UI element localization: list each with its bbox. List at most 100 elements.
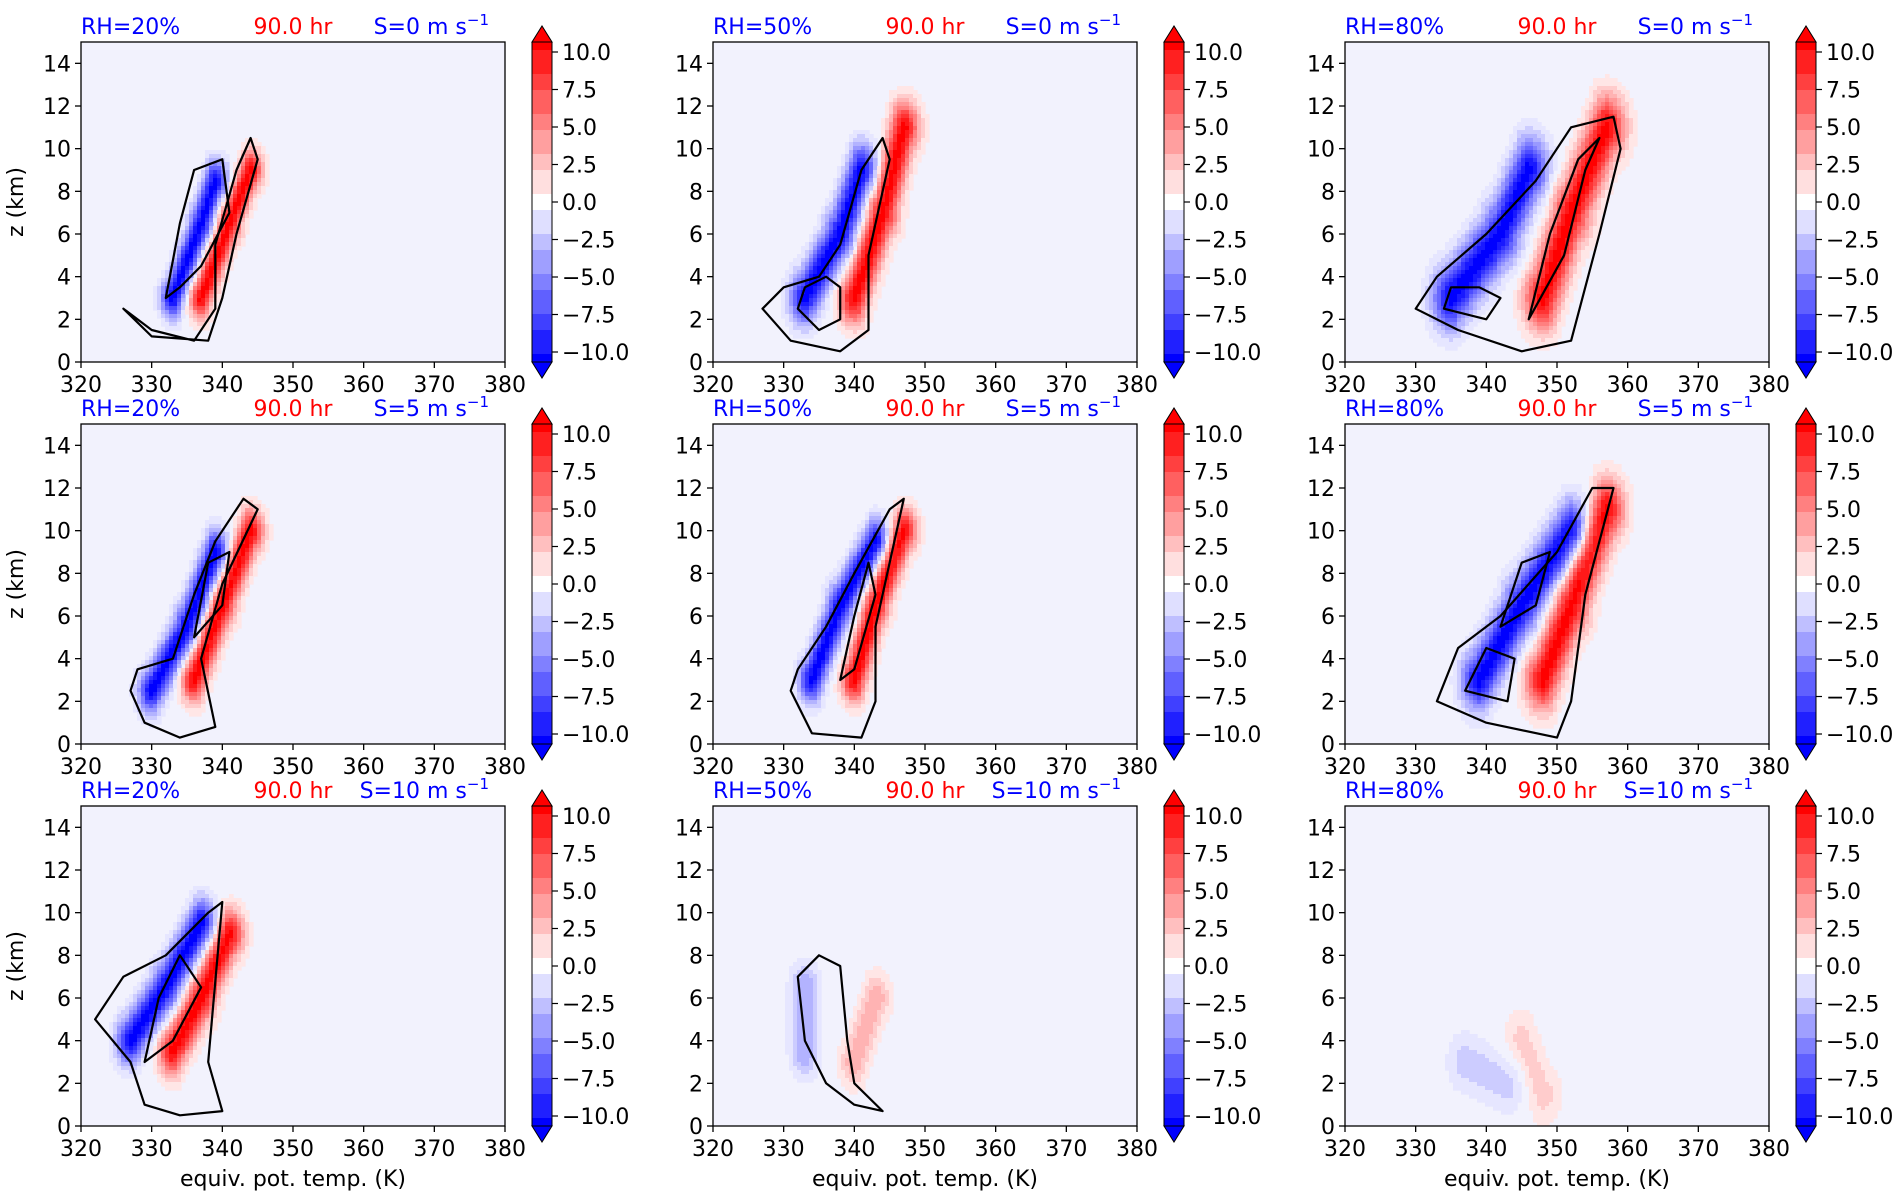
field-cell	[1545, 182, 1550, 187]
field-cell	[197, 318, 202, 323]
field-cell	[1513, 134, 1518, 139]
field-cell	[1565, 270, 1570, 275]
field-cell	[245, 580, 250, 585]
field-cell	[241, 516, 246, 521]
field-cell	[253, 496, 258, 501]
field-cell	[1537, 210, 1542, 215]
field-cell	[893, 186, 898, 191]
field-cell	[1497, 162, 1502, 167]
field-cell	[201, 680, 206, 685]
field-cell	[233, 600, 238, 605]
field-cell	[833, 194, 838, 199]
field-cell	[1457, 274, 1462, 279]
field-cell	[1589, 110, 1594, 115]
field-cell	[881, 234, 886, 239]
field-cell	[229, 636, 234, 641]
field-cell	[201, 274, 206, 279]
field-cell	[1521, 274, 1526, 279]
field-cell	[845, 198, 850, 203]
field-cell	[1505, 162, 1510, 167]
field-cell	[213, 616, 218, 621]
field-cell	[245, 524, 250, 529]
field-cell	[1545, 226, 1550, 231]
field-cell	[153, 644, 158, 649]
field-cell	[1481, 302, 1486, 307]
field-cell	[1501, 218, 1506, 223]
field-cell	[213, 310, 218, 315]
field-cell	[1497, 206, 1502, 211]
field-cell	[193, 688, 198, 693]
field-cell	[217, 262, 222, 267]
field-cell	[885, 154, 890, 159]
field-cell	[1541, 230, 1546, 235]
field-cell	[233, 532, 238, 537]
field-cell	[253, 206, 258, 211]
field-cell	[857, 266, 862, 271]
field-cell	[1445, 342, 1450, 347]
field-cell	[1505, 234, 1510, 239]
field-cell	[1457, 230, 1462, 235]
field-cell	[213, 572, 218, 577]
field-cell	[149, 692, 154, 697]
field-cell	[1553, 162, 1558, 167]
field-cell	[1593, 178, 1598, 183]
field-cell	[889, 118, 894, 123]
field-cell	[1485, 242, 1490, 247]
field-cell	[189, 616, 194, 621]
field-cell	[905, 126, 910, 131]
colorbar-band	[1164, 298, 1184, 307]
field-cell	[1501, 266, 1506, 271]
field-cell	[1545, 210, 1550, 215]
field-cell	[829, 202, 834, 207]
field-cell	[149, 696, 154, 701]
field-cell	[1549, 302, 1554, 307]
field-cell	[901, 118, 906, 123]
field-cell	[221, 644, 226, 649]
field-cell	[1521, 178, 1526, 183]
field-cell	[177, 612, 182, 617]
field-cell	[1585, 158, 1590, 163]
colorbar-extend-min	[1163, 361, 1185, 379]
x-tick-label: 370	[1677, 373, 1719, 398]
field-cell	[1593, 222, 1598, 227]
field-cell	[1477, 318, 1482, 323]
field-cell	[1545, 322, 1550, 327]
field-cell	[161, 648, 166, 653]
field-cell	[217, 632, 222, 637]
field-cell	[857, 258, 862, 263]
field-cell	[1445, 318, 1450, 323]
field-cell	[201, 528, 206, 533]
field-cell	[1529, 166, 1534, 171]
field-cell	[233, 250, 238, 255]
field-cell	[889, 190, 894, 195]
field-cell	[873, 282, 878, 287]
field-cell	[261, 170, 266, 175]
field-cell	[789, 274, 794, 279]
field-cell	[841, 178, 846, 183]
field-cell	[837, 326, 842, 331]
field-cell	[225, 528, 230, 533]
field-cell	[1537, 306, 1542, 311]
field-cell	[201, 162, 206, 167]
field-cell	[1557, 202, 1562, 207]
field-cell	[225, 246, 230, 251]
field-cell	[865, 322, 870, 327]
field-cell	[913, 126, 918, 131]
field-cell	[913, 98, 918, 103]
field-cell	[817, 266, 822, 271]
field-cell	[1625, 122, 1630, 127]
field-cell	[1505, 222, 1510, 227]
field-cell	[1521, 210, 1526, 215]
field-cell	[245, 182, 250, 187]
field-cell	[1573, 158, 1578, 163]
field-cell	[829, 290, 834, 295]
field-cell	[1433, 314, 1438, 319]
field-cell	[1537, 142, 1542, 147]
field-cell	[901, 190, 906, 195]
field-cell	[217, 604, 222, 609]
field-cell	[1565, 298, 1570, 303]
field-cell	[237, 536, 242, 541]
field-cell	[145, 652, 150, 657]
field-cell	[877, 210, 882, 215]
field-cell	[237, 600, 242, 605]
